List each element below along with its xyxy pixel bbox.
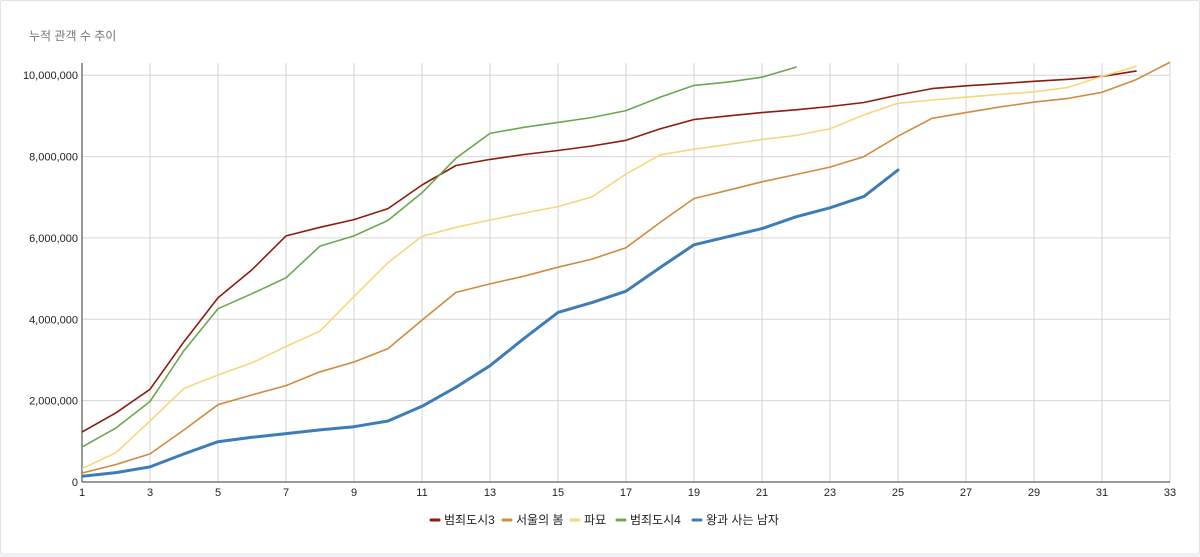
- x-tick-label: 23: [824, 487, 836, 499]
- x-tick-label: 29: [1028, 487, 1040, 499]
- series-line-5: [82, 168, 900, 478]
- legend-label: 범죄도시4: [630, 513, 681, 527]
- y-tick-label: 0: [72, 477, 78, 489]
- series-lines: [82, 61, 1170, 478]
- series-line-1: [82, 70, 1137, 433]
- legend-item: 서울의 봄: [501, 513, 564, 527]
- x-tick-label: 15: [552, 487, 564, 499]
- series-line-2: [82, 61, 1170, 474]
- tick-labels: 1 3 5 7 9 11 13 15 17 19 21 23 25 27 29 31 3302,000,0004…: [23, 70, 1176, 499]
- x-tick-label: 1: [79, 487, 85, 499]
- x-tick-label: 27: [960, 487, 972, 499]
- legend-label: 파묘: [584, 513, 606, 527]
- x-tick-label: 33: [1164, 487, 1176, 499]
- x-tick-label: 13: [484, 487, 496, 499]
- y-tick-label: 6,000,000: [29, 233, 78, 245]
- x-tick-label: 25: [892, 487, 904, 499]
- x-tick-label: 11: [416, 487, 427, 499]
- y-tick-label: 8,000,000: [29, 152, 78, 164]
- legend-item: 범죄도시4: [615, 513, 681, 527]
- legend-item: 범죄도시3: [429, 513, 495, 527]
- series-line-4: [82, 66, 797, 448]
- x-tick-label: 3: [147, 487, 153, 499]
- x-tick-label: 31: [1096, 487, 1108, 499]
- y-tick-label: 4,000,000: [29, 314, 78, 326]
- legend-item: 왕과 사는 남자: [691, 513, 779, 527]
- x-tick-label: 9: [351, 487, 357, 499]
- x-tick-label: 17: [620, 487, 632, 499]
- axes: [81, 63, 1170, 483]
- y-tick-label: 2,000,000: [29, 396, 78, 408]
- legend-label: 범죄도시3: [444, 513, 495, 527]
- chart-title: 누적 관객 수 추이: [29, 29, 117, 43]
- series-line-3: [82, 65, 1137, 470]
- y-tick-label: 10,000,000: [23, 70, 78, 82]
- legend-label: 서울의 봄: [516, 513, 564, 527]
- grid: [81, 63, 1171, 482]
- legend-label: 왕과 사는 남자: [706, 513, 779, 527]
- legend-item: 파묘: [569, 513, 606, 527]
- x-tick-label: 19: [688, 487, 700, 499]
- bottom-strip: [0, 553, 1200, 557]
- legend: 범죄도시3 서울의 봄 파묘 범죄도시4 왕과 사는 남자: [429, 513, 779, 527]
- x-tick-label: 5: [215, 487, 221, 499]
- x-tick-label: 7: [283, 487, 289, 499]
- x-tick-label: 21: [756, 487, 768, 499]
